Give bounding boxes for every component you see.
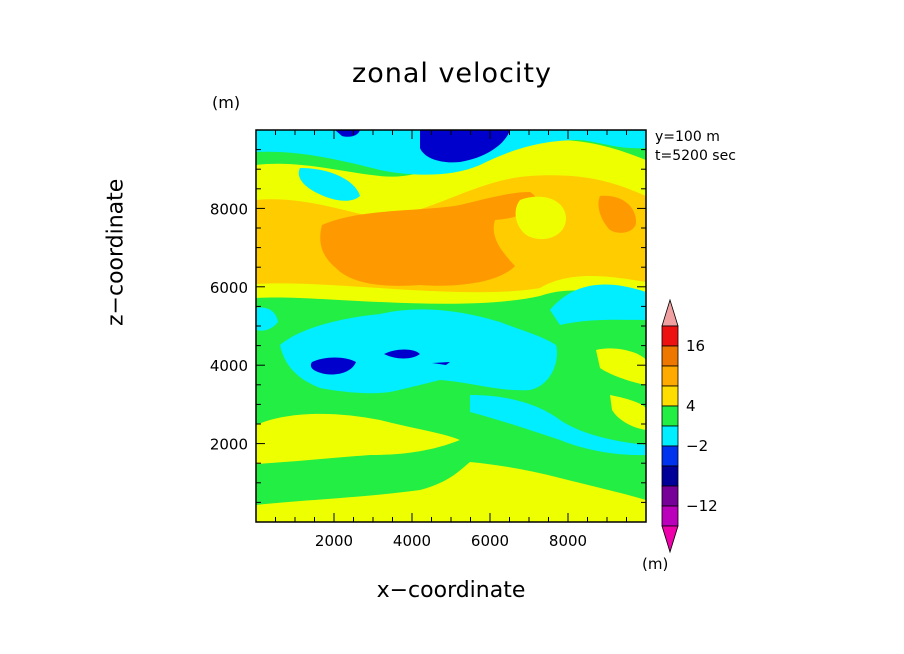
axis-ticks [256,130,646,522]
colorbar-label: 16 [686,337,705,355]
y-tick-labels: 2000 4000 6000 8000 [210,200,248,453]
colorbar-label: 4 [686,397,696,415]
colorbar-swatch [661,425,679,447]
annotation-y-position: y=100 m [655,129,720,145]
y-tick-label: 8000 [210,200,248,218]
annotation-time: t=5200 sec [655,148,736,164]
colorbar-swatch [661,365,679,387]
colorbar-swatch [661,505,679,527]
colorbar-label: −12 [686,497,718,515]
colorbar-swatch [661,385,679,407]
region-cyan-top-pocket [298,168,360,201]
colorbar [661,298,679,554]
colorbar-swatch [661,465,679,487]
region-yellow-lower [256,413,460,464]
region-cyan-middle [280,309,557,394]
region-cyan-left-edge [256,307,278,331]
chart-title: zonal velocity [352,58,552,89]
region-orange [320,192,536,286]
region-cyan-middle-right [550,284,646,325]
y-tick-label: 6000 [210,279,248,297]
colorbar-label: −2 [686,437,708,455]
y-tick-label: 4000 [210,357,248,375]
colorbar-swatch [661,405,679,427]
colorbar-top-arrow [661,298,679,327]
x-tick-label: 6000 [471,532,509,550]
region-yellow-bottom [256,462,646,522]
region-blue-top [420,130,510,163]
region-yellow-right [596,348,646,385]
region-orange-right [598,195,636,233]
x-tick-label: 4000 [393,532,431,550]
y-tick-label: 2000 [210,436,248,454]
region-blue-middle [310,357,356,375]
colorbar-swatch [661,485,679,507]
contour-field [256,130,646,522]
colorbar-bottom-arrow [661,525,679,554]
colorbar-swatch [661,445,679,467]
region-blue-middle-sliver [432,362,450,365]
y-axis-unit: (m) [212,93,241,112]
x-axis-label: x−coordinate [376,578,526,603]
x-tick-label: 8000 [549,532,587,550]
region-yellow-right-lower [610,395,646,430]
x-tick-label: 2000 [315,532,353,550]
colorbar-swatch [661,345,679,367]
region-blue-middle-small [384,349,420,359]
colorbar-swatch [661,325,679,347]
region-cyan-lower [470,395,646,456]
x-tick-labels: 2000 4000 6000 8000 [315,532,587,550]
colorbar-unit: (m) [642,555,669,573]
region-yellow-pocket [515,196,566,240]
colorbar-labels: 16 4 −2 −12 [686,337,718,515]
